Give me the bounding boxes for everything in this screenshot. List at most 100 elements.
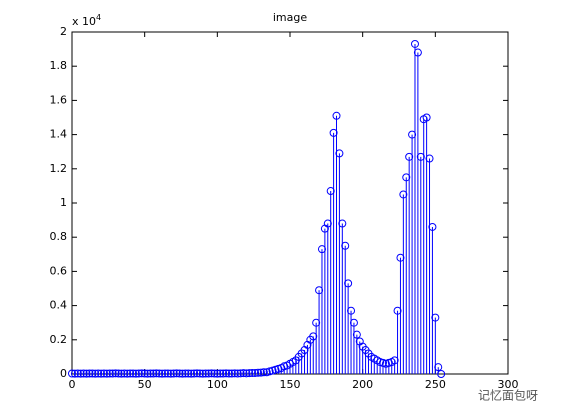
stem-marker (254, 368, 263, 377)
stem-marker (402, 173, 411, 182)
watermark: 记忆面包呀 (478, 389, 538, 403)
y-tick-label: 0 (60, 367, 67, 380)
stem-marker (79, 369, 88, 378)
stem-marker (105, 369, 114, 378)
stem-marker (341, 241, 350, 250)
stem-marker (134, 369, 143, 378)
y-tick-label: 1.2 (50, 162, 68, 175)
y-tick-label: 1.8 (50, 59, 68, 72)
stem-marker (178, 369, 187, 378)
stem-marker (140, 369, 149, 378)
stem-marker (73, 369, 82, 378)
stem-marker (158, 369, 167, 378)
stem-marker (131, 369, 140, 378)
stem-marker (146, 369, 155, 378)
y-tick-label: 1.6 (50, 93, 68, 106)
stem-marker (192, 369, 201, 378)
stem-marker (242, 369, 251, 378)
stem-marker (315, 286, 324, 295)
stem-marker (224, 369, 233, 378)
stem-marker (172, 369, 181, 378)
stem-marker (437, 370, 446, 378)
stem-marker (213, 369, 222, 378)
stem-marker (68, 369, 76, 378)
x-tick-label: 200 (352, 378, 373, 391)
stem-marker (184, 369, 193, 378)
stem-marker (201, 369, 210, 378)
y-multiplier: x 104 (72, 13, 101, 29)
stem-marker (396, 253, 405, 262)
stem-marker (256, 368, 265, 377)
stem-marker (390, 356, 399, 365)
stem-marker (413, 48, 422, 57)
stem-marker (117, 369, 126, 378)
stem-marker (216, 369, 225, 378)
stem-marker (126, 369, 135, 378)
stem-marker (210, 369, 219, 378)
stem-marker (323, 219, 332, 228)
stem-marker (352, 330, 361, 339)
x-tick-label: 100 (207, 378, 228, 391)
stem-marker (114, 369, 123, 378)
y-tick-label: 0.2 (50, 333, 68, 346)
stem-marker (338, 219, 347, 228)
stem-marker (76, 369, 85, 378)
y-tick-label: 1.4 (50, 128, 68, 141)
stem-marker (161, 369, 170, 378)
stem-marker (410, 39, 419, 48)
stem-marker (163, 369, 172, 378)
stem-marker (245, 369, 254, 378)
y-tick-label: 0.4 (50, 299, 68, 312)
stem-marker (204, 369, 213, 378)
stem-marker (181, 369, 190, 378)
stem-marker (259, 368, 268, 377)
stem-marker (137, 369, 146, 378)
stem-marker (349, 318, 358, 327)
stem-marker (317, 245, 326, 254)
stem-marker (155, 369, 164, 378)
stem-marker (230, 369, 239, 378)
stem-marker (434, 363, 443, 372)
stem-marker (169, 369, 178, 378)
y-tick-label: 0.8 (50, 230, 68, 243)
stem-marker (428, 222, 437, 231)
x-tick-label: 250 (425, 378, 446, 391)
stem-marker (239, 369, 248, 378)
y-tick-label: 1 (60, 196, 67, 209)
stem-marker (236, 369, 245, 378)
stem-marker (332, 111, 341, 120)
stem-marker (344, 279, 353, 288)
stem-marker (94, 369, 103, 378)
stem-marker (309, 332, 318, 341)
stem-marker (335, 149, 344, 158)
stem-marker (408, 130, 417, 139)
stem-marker (85, 369, 94, 378)
stem-marker (233, 369, 242, 378)
x-tick-label: 150 (280, 378, 301, 391)
x-tick-label: 0 (69, 378, 76, 391)
chart-title: image (273, 11, 307, 24)
multiplier-exponent: 4 (96, 13, 101, 22)
stem-marker (88, 369, 97, 378)
y-tick-label: 0.6 (50, 264, 68, 277)
stem-marker (405, 152, 414, 161)
stem-marker (187, 369, 196, 378)
stem-marker (91, 369, 100, 378)
stem-marker (248, 368, 257, 377)
stem-marker (149, 369, 158, 378)
stem-marker (326, 187, 335, 196)
stem-marker (425, 154, 434, 163)
stem-marker (97, 369, 106, 378)
stem-marker (99, 369, 108, 378)
stem-marker (166, 369, 175, 378)
stem-marker (431, 313, 440, 322)
stem-marker (129, 369, 138, 378)
stem-marker (399, 190, 408, 199)
stem-marker (422, 113, 431, 122)
stem-marker (143, 369, 152, 378)
stem-marker (329, 128, 338, 137)
stem-marker (123, 369, 132, 378)
stem-marker (347, 306, 356, 315)
stem-marker (219, 369, 228, 378)
